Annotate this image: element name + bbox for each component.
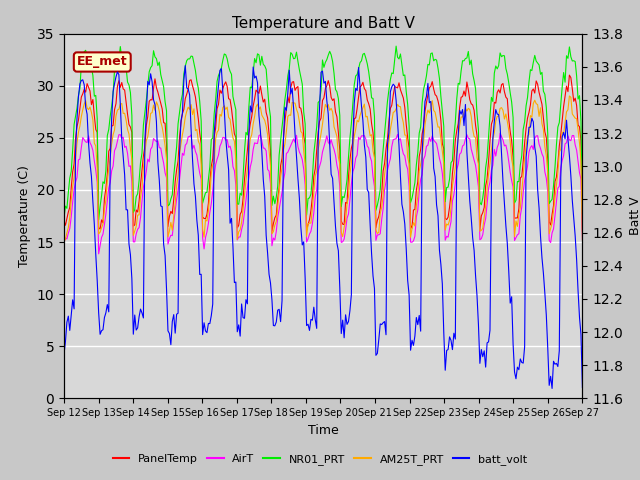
batt_volt (216, 68, 224, 73)
AirT (60, 240, 68, 245)
PanelTemp (214, 101, 222, 107)
PanelTemp (579, 228, 586, 234)
PanelTemp (124, 111, 131, 117)
PanelTemp (60, 218, 68, 224)
NR01_PRT (579, 211, 586, 216)
AM25T_PRT (550, 208, 557, 214)
AirT (234, 237, 241, 243)
PanelTemp (566, 72, 573, 78)
AM25T_PRT (60, 238, 68, 244)
AirT (579, 237, 586, 242)
AirT (496, 131, 504, 136)
Legend: PanelTemp, AirT, NR01_PRT, AM25T_PRT, batt_volt: PanelTemp, AirT, NR01_PRT, AM25T_PRT, ba… (108, 450, 532, 469)
AM25T_PRT (241, 192, 248, 198)
AM25T_PRT (579, 237, 586, 243)
AirT (288, 139, 296, 145)
Y-axis label: Batt V: Batt V (628, 197, 640, 235)
Line: NR01_PRT: NR01_PRT (64, 46, 582, 220)
batt_volt (60, 351, 68, 357)
AirT (216, 143, 224, 149)
NR01_PRT (95, 217, 102, 223)
AM25T_PRT (566, 93, 573, 99)
Text: EE_met: EE_met (77, 56, 127, 69)
NR01_PRT (125, 82, 133, 88)
batt_volt (234, 329, 241, 335)
PanelTemp (232, 134, 239, 140)
AirT (125, 164, 133, 169)
PanelTemp (268, 228, 276, 234)
NR01_PRT (552, 143, 560, 148)
PanelTemp (551, 179, 559, 184)
NR01_PRT (242, 130, 250, 135)
NR01_PRT (234, 201, 241, 207)
Y-axis label: Temperature (C): Temperature (C) (18, 165, 31, 267)
batt_volt (182, 63, 189, 69)
PanelTemp (288, 79, 296, 85)
batt_volt (548, 385, 556, 391)
Line: PanelTemp: PanelTemp (64, 75, 582, 231)
X-axis label: Time: Time (308, 424, 339, 437)
batt_volt (242, 297, 250, 302)
AirT (552, 199, 560, 204)
batt_volt (579, 384, 586, 390)
batt_volt (124, 207, 131, 213)
AM25T_PRT (232, 157, 239, 163)
batt_volt (288, 85, 296, 91)
Line: batt_volt: batt_volt (64, 66, 582, 388)
Line: AM25T_PRT: AM25T_PRT (64, 96, 582, 241)
AM25T_PRT (214, 127, 222, 133)
AM25T_PRT (287, 112, 294, 118)
NR01_PRT (216, 69, 224, 75)
batt_volt (552, 360, 560, 366)
Line: AirT: AirT (64, 133, 582, 254)
NR01_PRT (60, 215, 68, 221)
Title: Temperature and Batt V: Temperature and Batt V (232, 16, 415, 31)
AirT (95, 251, 102, 257)
AM25T_PRT (124, 127, 131, 132)
AirT (242, 197, 250, 203)
NR01_PRT (392, 43, 400, 49)
NR01_PRT (288, 51, 296, 57)
PanelTemp (241, 176, 248, 182)
